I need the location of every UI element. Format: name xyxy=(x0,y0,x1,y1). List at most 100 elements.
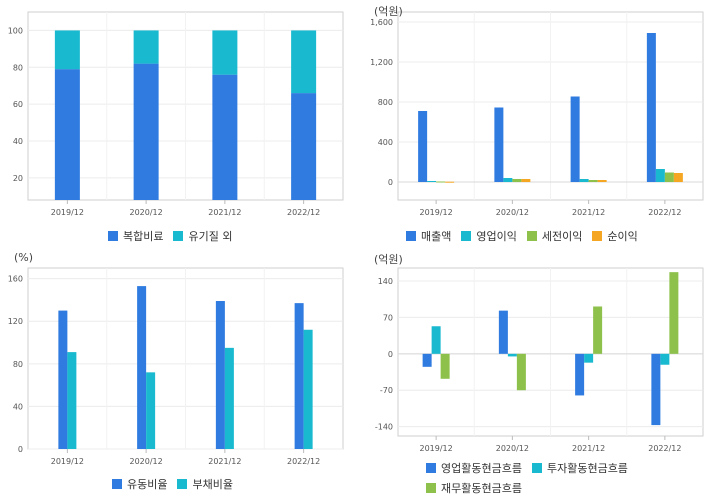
x-tick-label: 2020/12 xyxy=(496,208,529,217)
bar-series2 xyxy=(584,353,594,363)
bar-series4 xyxy=(445,181,455,183)
chart-cashflow-svg: -140 -70 0 70 140 2019/12 2020/12 2021/12 2022/1… xyxy=(375,267,704,453)
chart-ratio-legend: 유동비율 부채비율 xyxy=(112,476,233,492)
bar-series2 xyxy=(54,30,80,70)
bar-series2 xyxy=(212,30,238,75)
y-tick-label: 60 xyxy=(13,100,23,109)
bar-series2 xyxy=(503,178,513,182)
bar-series2 xyxy=(579,179,589,182)
bar-series2 xyxy=(431,326,441,354)
bar-series1 xyxy=(494,107,504,182)
y-tick-label: 0 xyxy=(388,350,393,359)
y-tick-label: 0 xyxy=(18,445,23,454)
bar-series3 xyxy=(588,180,598,182)
bar-series2 xyxy=(655,169,665,182)
legend-label: 영업활동현금흐름 xyxy=(441,462,522,475)
y-tick-label: 1,600 xyxy=(370,18,393,27)
bar-series3 xyxy=(669,272,679,354)
bar-series3 xyxy=(593,306,603,354)
chart-cashflow: (억원) -140 -70 0 70 140 2019/12 2020/12 2021/12 2… xyxy=(360,248,720,496)
x-tick-label: 2022/12 xyxy=(648,208,681,217)
bar-series1 xyxy=(137,286,147,449)
y-tick-label: -70 xyxy=(380,386,393,395)
bar-series2 xyxy=(303,329,313,449)
chart-composition-legend: 복합비료 유기질 외 xyxy=(108,228,232,244)
chart-income: (억원) 0 400 800 1,200 1,600 2019/12 2020/12 2021… xyxy=(360,0,720,248)
y-tick-label: 1,200 xyxy=(370,58,393,67)
bar-series1 xyxy=(58,310,68,449)
x-tick-label: 2020/12 xyxy=(496,444,529,453)
chart-composition: 20 40 60 80 100 2019/12 2020/12 2021/12 2022/12 … xyxy=(0,0,360,248)
legend-item: 투자활동현금흐름 xyxy=(531,460,628,476)
chart-cashflow-unit: (억원) xyxy=(374,253,403,266)
x-tick-label: 2021/12 xyxy=(208,457,241,466)
bar-series2 xyxy=(660,353,670,365)
y-tick-label: 160 xyxy=(8,275,23,284)
y-tick-label: 100 xyxy=(8,26,23,35)
legend-item: 유동비율 xyxy=(112,476,167,492)
legend-swatch xyxy=(108,231,118,241)
y-tick-label: -140 xyxy=(375,423,393,432)
x-tick-label: 2021/12 xyxy=(572,208,605,217)
legend-swatch xyxy=(426,483,436,493)
y-tick-label: 70 xyxy=(383,313,393,322)
bar-series1 xyxy=(422,353,432,367)
legend-item: 순이익 xyxy=(592,228,638,244)
legend-swatch xyxy=(531,463,542,473)
legend-label: 재무활동현금흐름 xyxy=(441,482,522,495)
legend-label: 유기질 외 xyxy=(188,230,233,243)
bar-series3 xyxy=(436,181,446,183)
bar-series1 xyxy=(651,353,661,426)
y-tick-label: 40 xyxy=(13,137,23,146)
bar-series3 xyxy=(440,353,450,379)
bar-series1 xyxy=(294,303,304,449)
legend-label: 부채비율 xyxy=(192,478,233,491)
legend-item: 부채비율 xyxy=(177,476,233,492)
bar-series1 xyxy=(570,96,580,182)
legend-item: 세전이익 xyxy=(526,228,583,244)
bar-series2 xyxy=(507,353,517,357)
legend-label: 매출액 xyxy=(421,230,452,243)
bar-series2 xyxy=(146,372,156,449)
chart-income-svg: 0 400 800 1,200 1,600 2019/12 2020/12 2021/12 20… xyxy=(370,11,704,217)
y-tick-label: 40 xyxy=(13,402,23,411)
bar-series4 xyxy=(521,179,531,182)
bar-series2 xyxy=(224,347,234,449)
bar-series2 xyxy=(67,352,77,449)
bar-series2 xyxy=(291,30,317,94)
bar-series1 xyxy=(418,111,428,182)
y-tick-label: 800 xyxy=(378,98,393,107)
legend-item: 영업이익 xyxy=(461,228,517,244)
chart-ratio: (%) 0 40 80 120 160 2019/12 2020/12 2021/12 2022… xyxy=(0,248,360,496)
x-tick-label: 2022/12 xyxy=(287,208,320,217)
legend-swatch xyxy=(406,231,416,241)
bar-series1 xyxy=(498,310,508,354)
chart-ratio-unit: (%) xyxy=(14,251,34,264)
bar-series4 xyxy=(597,180,607,182)
legend-item: 매출액 xyxy=(406,228,451,244)
x-tick-label: 2019/12 xyxy=(420,208,453,217)
x-tick-label: 2019/12 xyxy=(51,457,84,466)
legend-swatch xyxy=(112,479,122,489)
bar-series3 xyxy=(512,179,522,182)
y-tick-label: 0 xyxy=(388,178,393,187)
x-tick-label: 2019/12 xyxy=(420,444,453,453)
legend-label: 영업이익 xyxy=(476,230,517,243)
legend-label: 복합비료 xyxy=(123,230,164,243)
bar-series2 xyxy=(427,181,437,182)
bar-series1 xyxy=(215,301,225,449)
bar-series1 xyxy=(646,33,656,182)
bar-series2 xyxy=(133,30,159,64)
bar-series3 xyxy=(516,353,526,391)
legend-item: 재무활동현금흐름 xyxy=(426,480,522,496)
legend-label: 순이익 xyxy=(607,230,638,243)
x-tick-label: 2021/12 xyxy=(572,444,605,453)
legend-label: 투자활동현금흐름 xyxy=(546,462,628,475)
legend-swatch xyxy=(461,231,472,241)
y-tick-label: 140 xyxy=(378,277,393,286)
x-tick-label: 2021/12 xyxy=(208,208,241,217)
legend-item: 복합비료 xyxy=(108,228,163,244)
chart-income-legend: 매출액 영업이익 세전이익 순이익 xyxy=(406,228,638,244)
bar-series1 xyxy=(212,74,238,200)
legend-label: 세전이익 xyxy=(541,230,583,243)
